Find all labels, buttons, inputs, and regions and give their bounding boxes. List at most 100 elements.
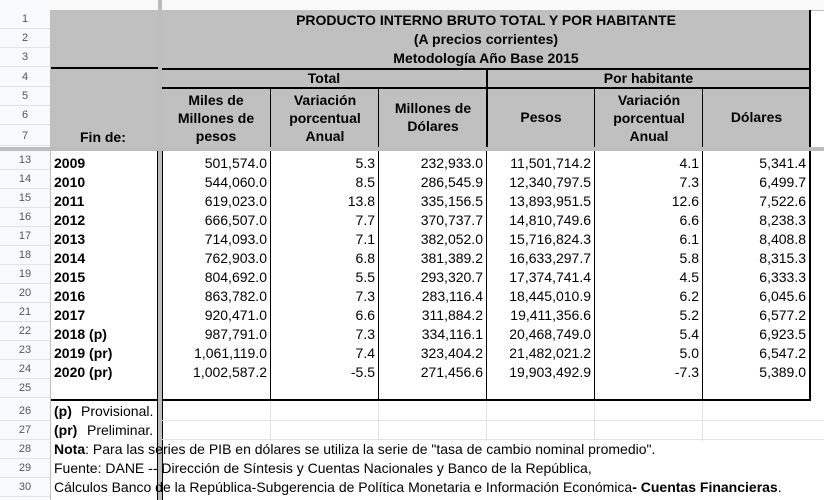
cell-usd[interactable]: 8,315.3 (759, 250, 806, 266)
cell-musd[interactable]: 283,116.4 (421, 288, 483, 304)
cell-var2[interactable]: 6.1 (679, 231, 699, 247)
cell-var2[interactable]: 5.2 (679, 307, 699, 323)
cell-var2[interactable]: 4.1 (679, 155, 699, 171)
row-number[interactable]: 15 (0, 189, 50, 208)
cell-miles[interactable]: 544,060.0 (204, 174, 267, 190)
row-number[interactable]: 6 (0, 106, 50, 125)
row-number[interactable]: 28 (0, 440, 50, 459)
table-methodology[interactable]: Metodología Año Base 2015 (393, 50, 579, 66)
year-header-cell[interactable] (51, 10, 158, 147)
cell-usd[interactable]: 6,923.5 (759, 326, 806, 342)
row-number[interactable]: 14 (0, 170, 50, 189)
row-number[interactable]: 18 (0, 246, 50, 265)
cell-usd[interactable]: 5,389.0 (759, 364, 806, 380)
cell-musd[interactable]: 286,545.9 (420, 174, 483, 190)
cell-var2[interactable]: -7.3 (674, 364, 699, 380)
cell-pesos[interactable]: 14,810,749.6 (509, 212, 591, 228)
row-number[interactable]: 3 (0, 48, 50, 67)
cell-pesos[interactable]: 13,893,951.5 (509, 193, 591, 209)
row-number[interactable]: 26 (0, 402, 50, 421)
cell-pesos[interactable]: 16,633,297.7 (509, 250, 591, 266)
cell-var[interactable]: 7.3 (355, 288, 375, 304)
cell-var2[interactable]: 5.8 (679, 250, 699, 266)
row-number[interactable]: 20 (0, 284, 50, 303)
cell-musd[interactable]: 323,404.2 (420, 345, 483, 361)
cell-miles[interactable]: 762,903.0 (204, 250, 267, 266)
freeze-pane-vertical[interactable] (158, 0, 162, 500)
cell-pesos[interactable]: 15,716,824.3 (509, 231, 591, 247)
cell-miles[interactable]: 714,093.0 (204, 231, 267, 247)
cell-year[interactable]: 2018 (p) (54, 326, 107, 342)
row-number[interactable]: 4 (0, 68, 50, 87)
cell-musd[interactable]: 293,320.7 (420, 269, 483, 285)
column-header-year[interactable]: Fin de: (80, 129, 126, 145)
cell-miles[interactable]: 619,023.0 (204, 193, 267, 209)
note-nota[interactable]: Nota: Para las series de PIB en dólares … (54, 440, 824, 458)
cell-pesos[interactable]: 11,501,714.2 (510, 155, 591, 171)
cell-musd[interactable]: 334,116.1 (421, 326, 483, 342)
cell-var[interactable]: 7.7 (355, 212, 375, 228)
row-number[interactable]: 5 (0, 87, 50, 106)
cell-year[interactable]: 2009 (54, 155, 86, 171)
cell-year[interactable]: 2015 (54, 269, 86, 285)
cell-year[interactable]: 2010 (54, 174, 86, 190)
note-pr-label[interactable]: (pr) (54, 422, 78, 438)
column-header-miles-line3[interactable]: pesos (195, 128, 237, 144)
cell-miles[interactable]: 920,471.0 (204, 307, 267, 323)
cell-year[interactable]: 2011 (54, 193, 85, 209)
column-header-musd-line1[interactable]: Millones de (394, 100, 472, 116)
column-header-musd-line2[interactable]: Dólares (407, 118, 459, 134)
note-p-text[interactable]: Provisional. (81, 403, 154, 419)
cell-usd[interactable]: 6,499.7 (759, 174, 806, 190)
column-header-usd[interactable]: Dólares (730, 109, 783, 125)
column-header-var-line3[interactable]: Anual (305, 128, 345, 144)
row-number[interactable]: 2 (0, 29, 50, 48)
cell-var2[interactable]: 6.2 (679, 288, 699, 304)
cell-pesos[interactable]: 19,903,492.9 (509, 364, 591, 380)
cell-year[interactable]: 2016 (54, 288, 86, 304)
group-header-total[interactable]: Total (307, 70, 341, 86)
row-number[interactable]: 24 (0, 360, 50, 379)
cell-pesos[interactable]: 19,411,356.6 (510, 307, 591, 323)
row-number[interactable]: 16 (0, 208, 50, 227)
cell-pesos[interactable]: 12,340,797.5 (509, 174, 591, 190)
note-p-label[interactable]: (p) (54, 403, 72, 419)
cell-miles[interactable]: 666,507.0 (204, 212, 267, 228)
cell-var[interactable]: 8.5 (355, 174, 375, 190)
row-number[interactable]: 22 (0, 322, 50, 341)
cell-var[interactable]: 5.5 (355, 269, 375, 285)
row-number[interactable]: 25 (0, 379, 50, 398)
cell-year[interactable]: 2014 (54, 250, 86, 266)
cell-pesos[interactable]: 18,445,010.9 (509, 288, 591, 304)
cell-year[interactable]: 2019 (pr) (54, 345, 113, 361)
cell-pesos[interactable]: 21,482,021.2 (509, 345, 591, 361)
row-number[interactable]: 1 (0, 10, 50, 29)
cell-usd[interactable]: 6,577.2 (759, 307, 806, 323)
cell-musd[interactable]: 271,456.6 (420, 364, 483, 380)
cell-pesos[interactable]: 17,374,741.4 (509, 269, 591, 285)
note-pr-text[interactable]: Preliminar. (87, 422, 154, 438)
cell-year[interactable]: 2012 (54, 212, 86, 228)
cell-musd[interactable]: 381,389.2 (420, 250, 483, 266)
cell-var2[interactable]: 5.4 (679, 326, 699, 342)
row-number[interactable]: 7 (0, 127, 50, 146)
cell-miles[interactable]: 1,002,587.2 (193, 364, 267, 380)
row-number[interactable]: 27 (0, 421, 50, 440)
row-number[interactable]: 29 (0, 459, 50, 478)
column-header-pesos[interactable]: Pesos (520, 109, 562, 125)
cell-var[interactable]: 13.8 (347, 193, 375, 209)
cell-var[interactable]: 7.4 (355, 345, 375, 361)
note-fuente[interactable]: Fuente: DANE -- Dirección de Síntesis y … (54, 460, 592, 476)
cell-var2[interactable]: 12.6 (671, 193, 699, 209)
row-number[interactable]: 19 (0, 265, 50, 284)
cell-miles[interactable]: 987,791.0 (204, 326, 267, 342)
column-header-var-line1[interactable]: Variación (293, 92, 357, 108)
cell-var2[interactable]: 5.0 (679, 345, 699, 361)
cell-year[interactable]: 2017 (54, 307, 86, 323)
row-number[interactable]: 21 (0, 303, 50, 322)
cell-usd[interactable]: 8,408.8 (759, 231, 806, 247)
cell-pesos[interactable]: 20,468,749.0 (509, 326, 591, 342)
cell-usd[interactable]: 8,238.3 (759, 212, 806, 228)
row-header-column[interactable]: 1 2 3 4 5 6 7 13 14 15 16 17 18 19 20 21… (0, 10, 51, 500)
cell-musd[interactable]: 232,933.0 (420, 155, 483, 171)
